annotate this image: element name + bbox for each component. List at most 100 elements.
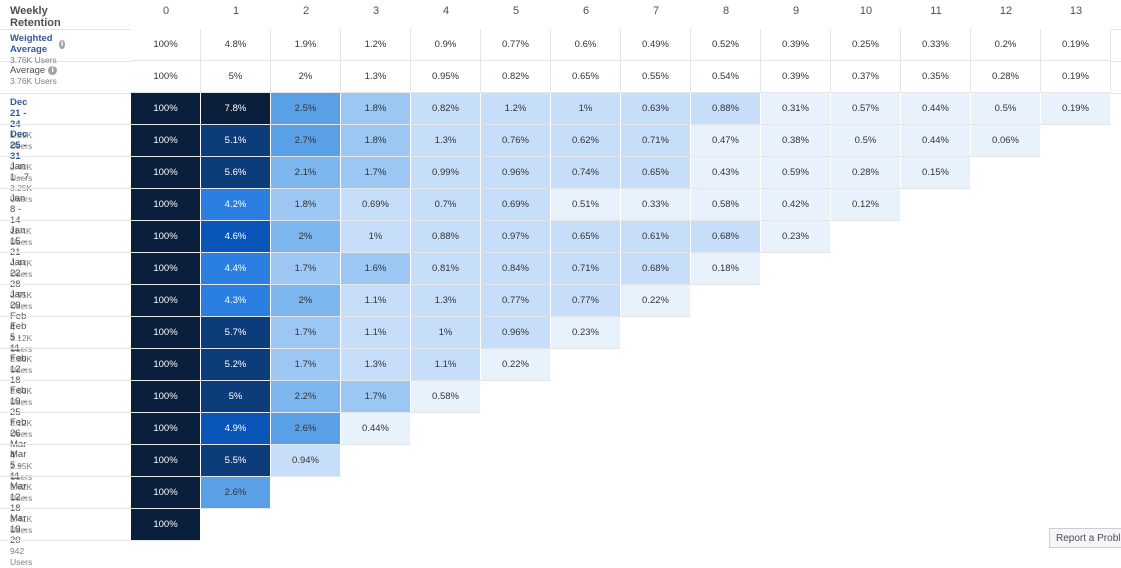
retention-cell[interactable]: 1.3% [411,125,481,157]
retention-cell[interactable]: 4.3% [201,285,271,317]
retention-cell[interactable]: 0.77% [551,285,621,317]
retention-cell[interactable]: 0.44% [901,125,971,157]
report-problem-button[interactable]: Report a Problem [1049,528,1121,548]
retention-cell[interactable]: 2.1% [271,157,341,189]
retention-cell[interactable]: 1.3% [341,349,411,381]
retention-cell[interactable]: 0.19% [1041,93,1111,125]
retention-cell[interactable]: 0.47% [691,125,761,157]
retention-cell[interactable]: 1.1% [411,349,481,381]
retention-cell[interactable]: 7.8% [201,93,271,125]
retention-cell[interactable]: 0.81% [411,253,481,285]
retention-cell[interactable]: 0.5% [831,125,901,157]
retention-cell[interactable]: 2% [271,221,341,253]
retention-cell[interactable]: 100% [131,125,201,157]
retention-cell[interactable]: 0.62% [551,125,621,157]
retention-cell[interactable]: 100% [131,349,201,381]
retention-cell[interactable]: 0.18% [691,253,761,285]
retention-cell[interactable]: 100% [131,93,201,125]
retention-cell[interactable]: 1.7% [271,349,341,381]
retention-cell[interactable]: 1.1% [341,285,411,317]
retention-cell[interactable]: 1.1% [341,317,411,349]
retention-cell[interactable]: 100% [131,285,201,317]
retention-cell[interactable]: 0.94% [271,445,341,477]
retention-cell[interactable]: 0.68% [691,221,761,253]
retention-cell[interactable]: 5.6% [201,157,271,189]
retention-cell[interactable]: 0.99% [411,157,481,189]
retention-cell[interactable]: 5.7% [201,317,271,349]
retention-cell[interactable]: 0.61% [621,221,691,253]
retention-cell[interactable]: 100% [131,381,201,413]
retention-cell[interactable]: 0.57% [831,93,901,125]
retention-cell[interactable]: 0.82% [411,93,481,125]
retention-cell[interactable]: 100% [131,317,201,349]
retention-cell[interactable]: 1.8% [341,93,411,125]
retention-cell[interactable]: 0.12% [831,189,901,221]
retention-cell[interactable]: 0.65% [621,157,691,189]
cohort-row-name[interactable]: Dec 21 - 24 [10,97,32,130]
retention-cell[interactable]: 1.6% [341,253,411,285]
retention-cell[interactable]: 0.38% [761,125,831,157]
retention-cell[interactable]: 4.9% [201,413,271,445]
retention-cell[interactable]: 0.42% [761,189,831,221]
retention-cell[interactable]: 1.3% [411,285,481,317]
retention-cell[interactable]: 1.8% [341,125,411,157]
retention-cell[interactable]: 1.7% [271,317,341,349]
retention-cell[interactable]: 0.15% [901,157,971,189]
retention-cell[interactable]: 0.65% [551,221,621,253]
retention-cell[interactable]: 100% [131,157,201,189]
retention-cell[interactable]: 0.06% [971,125,1041,157]
retention-cell[interactable]: 1.7% [341,157,411,189]
retention-cell[interactable]: 0.23% [761,221,831,253]
retention-cell[interactable]: 0.96% [481,317,551,349]
retention-cell[interactable]: 2% [271,285,341,317]
retention-cell[interactable]: 1.7% [271,253,341,285]
retention-cell[interactable]: 2.6% [201,477,271,509]
retention-cell[interactable]: 100% [131,509,201,541]
weighted-average-row-name[interactable]: Weighted Average i [10,33,65,55]
retention-cell[interactable]: 4.4% [201,253,271,285]
cohort-row-name[interactable]: Dec 25 - 31 [10,129,32,162]
retention-cell[interactable]: 0.44% [341,413,411,445]
retention-cell[interactable]: 4.2% [201,189,271,221]
retention-cell[interactable]: 0.71% [551,253,621,285]
retention-cell[interactable]: 0.51% [551,189,621,221]
retention-cell[interactable]: 1% [551,93,621,125]
retention-cell[interactable]: 5.1% [201,125,271,157]
retention-cell[interactable]: 1% [411,317,481,349]
info-icon[interactable]: i [59,39,65,49]
retention-cell[interactable]: 5% [201,381,271,413]
retention-cell[interactable]: 0.22% [481,349,551,381]
retention-cell[interactable]: 2.2% [271,381,341,413]
retention-cell[interactable]: 0.68% [621,253,691,285]
retention-cell[interactable]: 0.22% [621,285,691,317]
retention-cell[interactable]: 100% [131,189,201,221]
retention-cell[interactable]: 1.2% [481,93,551,125]
retention-cell[interactable]: 1.7% [341,381,411,413]
retention-cell[interactable]: 0.77% [481,285,551,317]
retention-cell[interactable]: 1.8% [271,189,341,221]
retention-cell[interactable]: 100% [131,413,201,445]
retention-cell[interactable]: 5.5% [201,445,271,477]
retention-cell[interactable]: 0.88% [691,93,761,125]
retention-cell[interactable]: 0.96% [481,157,551,189]
retention-cell[interactable]: 0.97% [481,221,551,253]
retention-cell[interactable]: 100% [131,477,201,509]
retention-cell[interactable]: 5.2% [201,349,271,381]
retention-cell[interactable]: 0.84% [481,253,551,285]
retention-cell[interactable]: 0.59% [761,157,831,189]
retention-cell[interactable]: 0.28% [831,157,901,189]
retention-cell[interactable]: 0.58% [691,189,761,221]
retention-cell[interactable]: 100% [131,445,201,477]
retention-cell[interactable]: 0.63% [621,93,691,125]
retention-cell[interactable]: 0.33% [621,189,691,221]
retention-cell[interactable]: 0.71% [621,125,691,157]
retention-cell[interactable]: 2.6% [271,413,341,445]
retention-cell[interactable]: 4.6% [201,221,271,253]
retention-cell[interactable]: 0.31% [761,93,831,125]
retention-cell[interactable]: 0.74% [551,157,621,189]
retention-cell[interactable]: 2.7% [271,125,341,157]
retention-cell[interactable]: 100% [131,221,201,253]
retention-cell[interactable]: 0.58% [411,381,481,413]
retention-cell[interactable]: 2.5% [271,93,341,125]
retention-cell[interactable]: 0.5% [971,93,1041,125]
